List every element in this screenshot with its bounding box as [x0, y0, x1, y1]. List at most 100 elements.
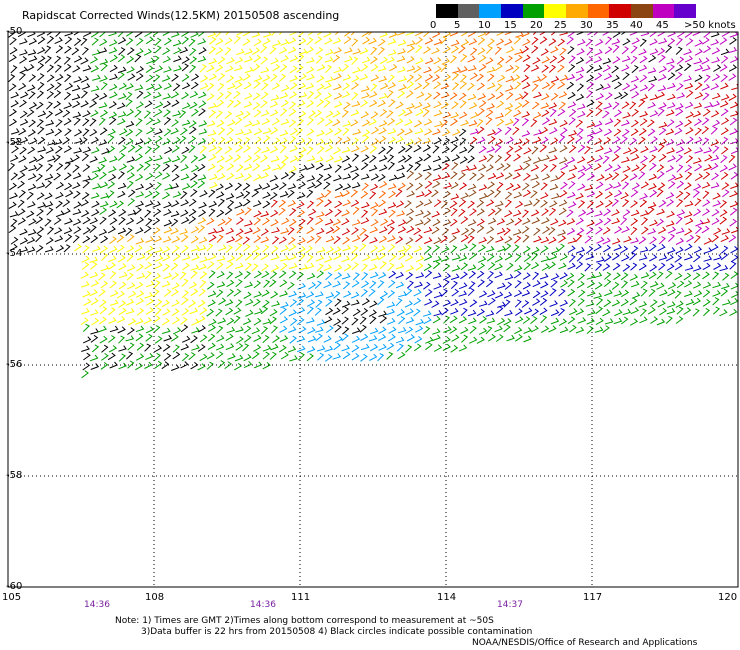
wind-barb	[163, 201, 172, 209]
wind-barb	[594, 326, 604, 333]
wind-barb	[486, 253, 495, 262]
wind-barb	[188, 144, 196, 154]
wind-barb	[316, 32, 324, 36]
wind-barb	[657, 300, 666, 308]
wind-barb	[407, 45, 415, 54]
wind-barb	[306, 117, 315, 126]
wind-barb	[144, 209, 152, 218]
wind-barb	[243, 163, 253, 171]
wind-barb	[217, 136, 226, 145]
wind-barb	[460, 262, 469, 271]
wind-barb	[125, 83, 134, 90]
wind-barb	[522, 272, 531, 280]
wind-barb	[387, 118, 396, 126]
wind-barb	[559, 32, 569, 36]
wind-barb	[270, 291, 279, 299]
wind-barb	[712, 200, 721, 207]
wind-barb	[155, 101, 164, 109]
wind-barb	[207, 130, 217, 137]
wind-barb	[19, 246, 29, 253]
wind-barb	[449, 315, 458, 324]
wind-barb	[117, 118, 126, 126]
wind-barb	[47, 155, 56, 162]
wind-barb	[270, 73, 278, 82]
wind-barb	[243, 360, 253, 369]
wind-barb	[289, 65, 298, 74]
wind-barb	[253, 270, 262, 279]
wind-barb	[602, 58, 612, 65]
wind-barb	[297, 352, 305, 361]
wind-barb	[361, 263, 368, 272]
wind-barb	[586, 156, 595, 164]
wind-barb	[28, 37, 38, 45]
wind-barb	[46, 64, 55, 73]
wind-barb	[73, 32, 80, 36]
wind-barb	[18, 127, 27, 136]
wind-barb	[703, 255, 713, 262]
wind-barb	[270, 254, 280, 261]
wind-barb	[8, 162, 16, 172]
wind-barb	[415, 36, 423, 45]
wind-barb	[306, 175, 316, 182]
wind-barb	[506, 334, 515, 342]
wind-barb	[540, 315, 548, 324]
wind-barb	[559, 272, 568, 280]
wind-barb	[515, 316, 524, 324]
wind-barb	[395, 200, 405, 208]
wind-barb	[314, 109, 322, 118]
wind-barb	[127, 342, 135, 351]
wind-barb	[361, 32, 370, 38]
wind-barb	[398, 109, 407, 117]
wind-barb	[532, 136, 542, 144]
wind-barb	[161, 361, 170, 370]
wind-barb	[414, 101, 423, 109]
wind-barb	[352, 219, 361, 226]
wind-barb	[721, 146, 729, 155]
wind-barb	[667, 32, 676, 37]
wind-barb	[333, 73, 342, 81]
wind-barb	[540, 245, 549, 254]
wind-barb	[270, 57, 279, 65]
wind-barb	[596, 256, 605, 263]
wind-barb	[135, 317, 144, 325]
wind-barb	[215, 308, 223, 317]
wind-barb	[575, 66, 585, 74]
wind-barb	[488, 208, 496, 217]
wind-barb	[296, 335, 306, 343]
wind-barb	[341, 91, 351, 99]
wind-barb	[524, 307, 533, 315]
wind-barb	[622, 55, 631, 62]
wind-barb	[190, 81, 199, 90]
wind-barb	[17, 32, 26, 38]
wind-barb	[386, 110, 394, 119]
wind-barb	[280, 172, 289, 180]
wind-barb	[468, 270, 477, 279]
wind-barb	[540, 281, 549, 289]
wind-barb	[109, 200, 118, 208]
wind-barb	[629, 84, 638, 92]
wind-barb	[36, 32, 46, 38]
wind-barb	[378, 310, 388, 317]
wind-barb	[395, 262, 405, 270]
wind-barb	[602, 110, 610, 119]
wind-barb	[550, 75, 560, 83]
wind-barb	[280, 55, 289, 63]
wind-barb	[152, 227, 161, 235]
wind-barb	[136, 216, 145, 225]
wind-barb	[360, 333, 369, 341]
wind-barb	[532, 280, 541, 288]
wind-barb	[640, 181, 649, 189]
wind-barb	[539, 73, 548, 82]
wind-barb	[422, 137, 432, 144]
wind-barb	[676, 83, 684, 91]
wind-barb	[702, 289, 711, 298]
wind-barb	[523, 200, 533, 207]
wind-barb	[99, 32, 107, 38]
wind-barb	[650, 316, 659, 324]
wind-barb	[81, 281, 90, 288]
wind-barb	[206, 93, 215, 101]
wind-barb	[702, 199, 711, 207]
wind-barb	[287, 281, 295, 290]
wind-barb	[296, 64, 304, 73]
wind-barb	[711, 57, 721, 64]
